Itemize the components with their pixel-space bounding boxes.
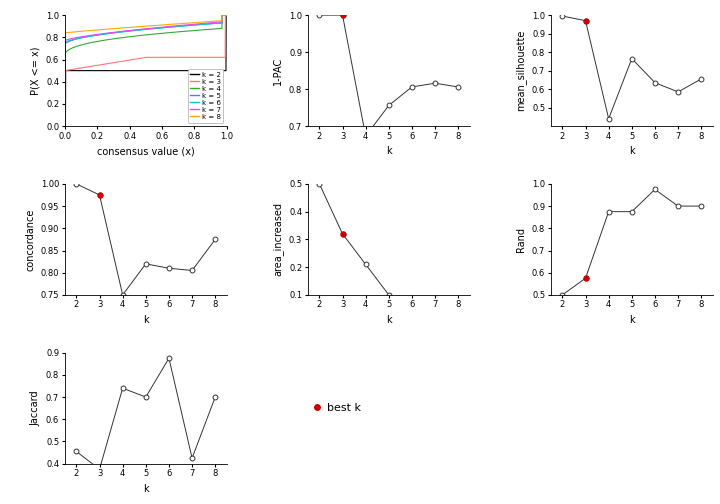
- Y-axis label: P(X <= x): P(X <= x): [30, 46, 40, 95]
- Line: k = 7: k = 7: [65, 15, 227, 126]
- k = 8: [77, 28, 86, 34]
- k = 3: [186, 54, 195, 60]
- k = 6: [186, 22, 195, 28]
- k = 4: [77, 42, 86, 48]
- k = 7: [77, 34, 86, 40]
- k = 5: [126, 28, 135, 34]
- k = 7: [190, 21, 199, 27]
- k = 2: [190, 68, 199, 74]
- k = 2: [60, 123, 69, 129]
- k = 7: [126, 27, 135, 33]
- k = 4: [126, 34, 135, 40]
- k = 8: [132, 24, 140, 30]
- k = 5: [222, 12, 231, 18]
- k = 8: [126, 24, 135, 30]
- Y-axis label: area_increased: area_increased: [273, 203, 284, 276]
- k = 4: [222, 12, 231, 18]
- Line: k = 2: k = 2: [65, 15, 227, 126]
- k = 7: [217, 12, 226, 18]
- k = 8: [186, 20, 195, 26]
- k = 5: [60, 123, 69, 129]
- k = 2: [222, 12, 230, 18]
- X-axis label: k: k: [143, 484, 148, 494]
- k = 2: [132, 68, 140, 74]
- k = 4: [172, 29, 181, 35]
- k = 2: [77, 68, 86, 74]
- k = 6: [126, 28, 135, 34]
- k = 3: [126, 57, 135, 63]
- k = 6: [77, 35, 86, 41]
- k = 2: [186, 68, 195, 74]
- k = 7: [186, 22, 195, 28]
- k = 3: [222, 12, 231, 18]
- k = 4: [60, 123, 69, 129]
- k = 2: [172, 68, 181, 74]
- k = 5: [132, 27, 140, 33]
- Line: k = 4: k = 4: [65, 15, 227, 126]
- Y-axis label: concordance: concordance: [25, 208, 35, 271]
- k = 6: [132, 27, 140, 33]
- X-axis label: consensus value (x): consensus value (x): [97, 146, 194, 156]
- k = 3: [190, 54, 199, 60]
- k = 3: [132, 56, 140, 62]
- k = 8: [60, 123, 69, 129]
- k = 6: [172, 24, 181, 30]
- k = 7: [172, 23, 181, 29]
- Line: k = 8: k = 8: [65, 15, 227, 126]
- k = 4: [190, 28, 199, 34]
- k = 5: [186, 22, 195, 28]
- k = 3: [77, 65, 86, 71]
- Y-axis label: Rand: Rand: [516, 227, 526, 252]
- X-axis label: k: k: [629, 146, 634, 156]
- k = 7: [132, 27, 140, 33]
- k = 7: [222, 12, 231, 18]
- Y-axis label: Jaccard: Jaccard: [30, 391, 40, 426]
- k = 3: [60, 123, 69, 129]
- k = 4: [186, 28, 195, 34]
- k = 2: [126, 68, 135, 74]
- k = 5: [77, 35, 86, 41]
- k = 3: [172, 54, 181, 60]
- k = 5: [217, 12, 226, 18]
- Y-axis label: 1-PAC: 1-PAC: [274, 56, 284, 85]
- k = 6: [190, 22, 199, 28]
- Line: k = 3: k = 3: [65, 15, 227, 126]
- k = 3: [221, 12, 230, 18]
- X-axis label: k: k: [143, 315, 148, 325]
- k = 4: [217, 12, 226, 18]
- k = 6: [217, 12, 226, 18]
- X-axis label: k: k: [386, 315, 392, 325]
- k = 4: [132, 33, 140, 39]
- k = 2: [222, 12, 231, 18]
- Y-axis label: mean_silhouette: mean_silhouette: [516, 30, 526, 111]
- Line: k = 5: k = 5: [65, 15, 227, 126]
- Legend: best k: best k: [308, 399, 365, 418]
- k = 5: [190, 22, 199, 28]
- X-axis label: k: k: [629, 315, 634, 325]
- Line: k = 6: k = 6: [65, 15, 227, 126]
- k = 8: [222, 12, 231, 18]
- Legend: k = 2, k = 3, k = 4, k = 5, k = 6, k = 7, k = 8: k = 2, k = 3, k = 4, k = 5, k = 6, k = 7…: [188, 69, 223, 122]
- k = 6: [222, 12, 231, 18]
- k = 6: [60, 123, 69, 129]
- k = 8: [190, 20, 199, 26]
- k = 7: [60, 123, 69, 129]
- k = 8: [217, 12, 226, 18]
- k = 8: [172, 21, 181, 27]
- X-axis label: k: k: [386, 146, 392, 156]
- k = 5: [172, 23, 181, 29]
